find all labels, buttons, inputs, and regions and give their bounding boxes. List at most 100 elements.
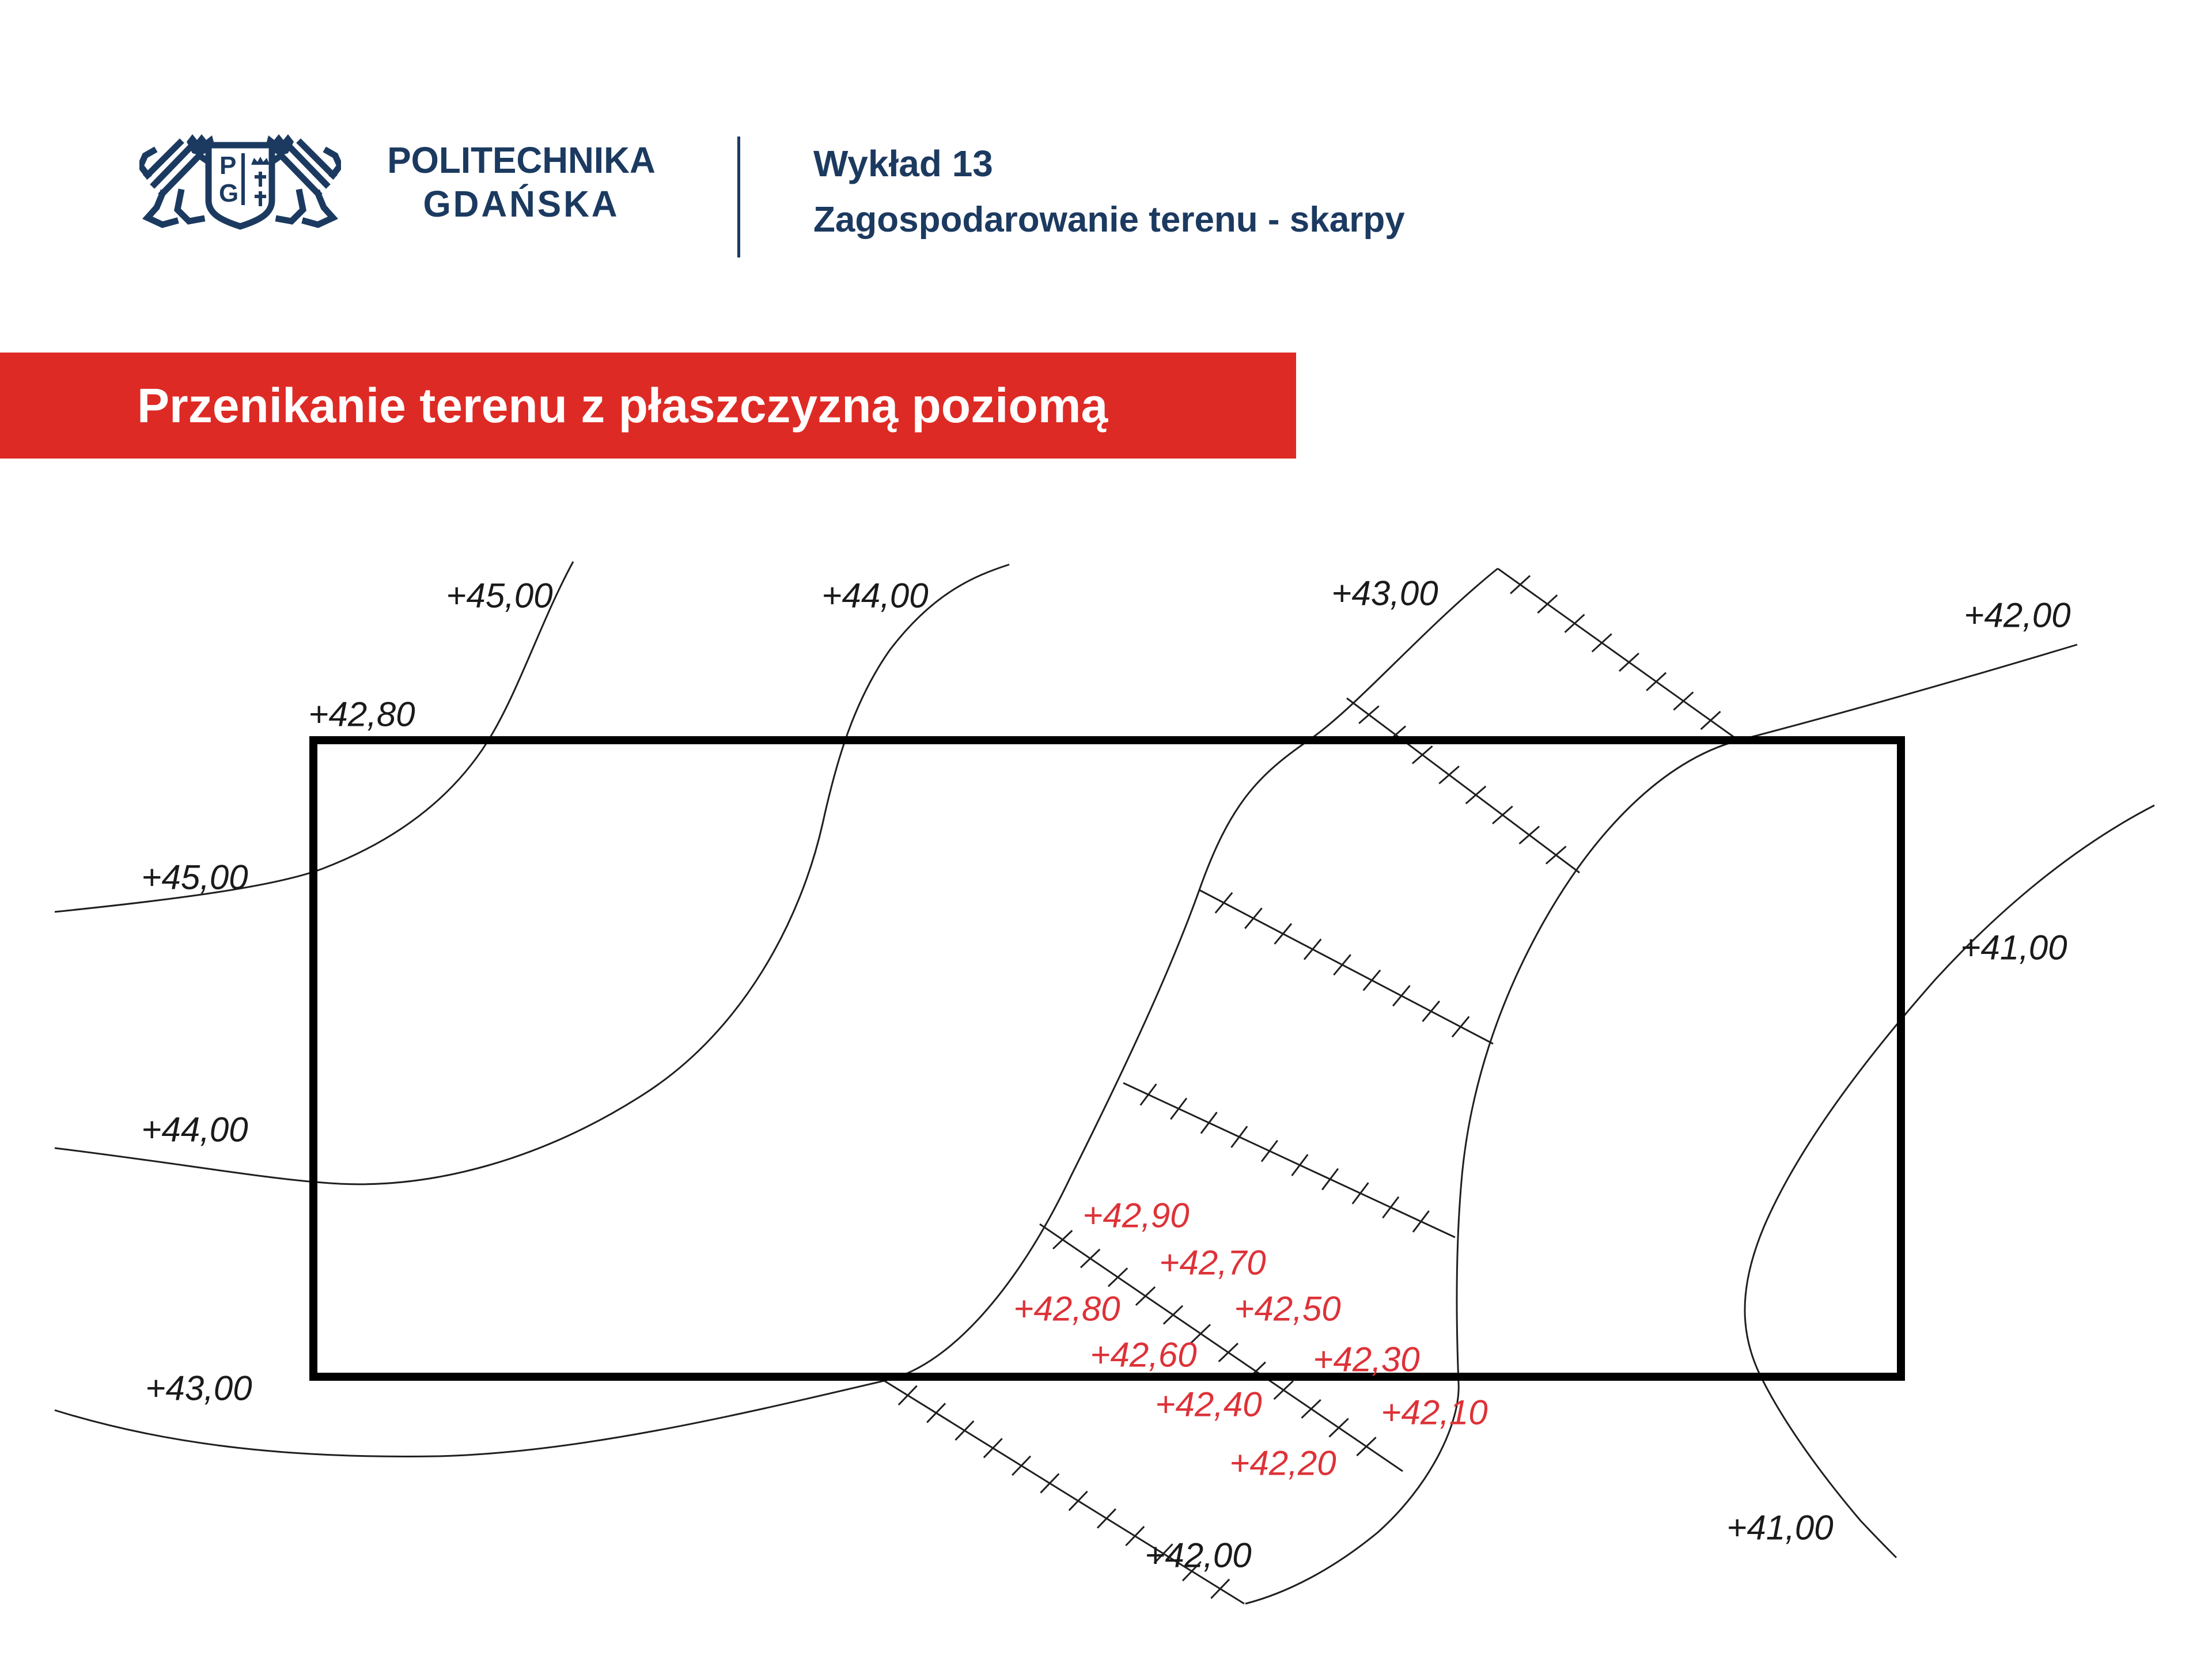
elevation-label-+42,30: +42,30 xyxy=(1313,1340,1419,1379)
lecture-header: Wykład 13 Zagospodarowanie terenu - skar… xyxy=(813,143,1405,241)
slope-tick xyxy=(1200,1111,1218,1134)
university-name: POLITECHNIKA GDAŃSKA xyxy=(369,138,674,226)
slope-tick xyxy=(1545,846,1567,865)
slope-tick xyxy=(1244,907,1263,929)
elevation-label-+42,80: +42,80 xyxy=(308,695,415,734)
slope-tick xyxy=(1181,1560,1202,1582)
slope-tick xyxy=(1230,1126,1248,1148)
slope-tick xyxy=(926,1403,946,1423)
slope-tick xyxy=(1438,765,1460,785)
slope-tick xyxy=(1412,1210,1430,1233)
slope-tick xyxy=(897,1385,918,1406)
lion-tail xyxy=(323,146,341,180)
slope-tick xyxy=(1214,892,1233,914)
slope-tick xyxy=(1080,1248,1101,1268)
slope-tick xyxy=(1510,575,1531,594)
lecture-number: Wykład 13 xyxy=(813,143,993,184)
slope-tick xyxy=(1301,1399,1321,1419)
slope-tick xyxy=(1040,1473,1060,1494)
elevation-label-+42,10: +42,10 xyxy=(1381,1393,1487,1432)
gdansk-cross-icon xyxy=(255,172,266,187)
contour-line-+44,00 xyxy=(54,563,1010,1185)
elevation-label-+44,00: +44,00 xyxy=(141,1111,248,1149)
slope-tick xyxy=(1356,1437,1377,1457)
slope-tick xyxy=(955,1420,975,1441)
elevation-label-+45,00: +45,00 xyxy=(446,577,552,615)
lion-leg xyxy=(142,189,179,228)
elevation-label-+42,00: +42,00 xyxy=(1145,1536,1251,1575)
elevation-label-+44,00: +44,00 xyxy=(821,577,928,615)
elevation-label-+41,00: +41,00 xyxy=(1726,1509,1833,1547)
slope-line-s2 xyxy=(1346,697,1580,874)
pg-monogram-g: G xyxy=(219,179,238,207)
slope-tick xyxy=(1096,1508,1116,1529)
slope-tick xyxy=(1170,1097,1188,1120)
university-name-line1: POLITECHNIKA xyxy=(387,139,656,181)
slope-tick xyxy=(1162,1305,1184,1325)
lion-stripe xyxy=(276,151,323,198)
gdansk-cross-icon xyxy=(255,191,266,206)
slope-tick xyxy=(1291,1154,1309,1176)
pg-logo: P G xyxy=(139,134,341,230)
lion-leg xyxy=(301,189,339,228)
slope-tick xyxy=(1465,785,1487,805)
slope-tick xyxy=(1537,594,1558,614)
elevation-label-+42,00: +42,00 xyxy=(1964,596,2070,635)
lion-stripe xyxy=(150,142,196,189)
elevation-label-+43,00: +43,00 xyxy=(145,1369,252,1408)
university-name-line2: GDAŃSKA xyxy=(423,183,620,225)
slope-tick xyxy=(1411,745,1433,764)
slope-line-s3 xyxy=(1199,889,1494,1045)
elevation-label-+42,90: +42,90 xyxy=(1082,1196,1189,1235)
slope-tick xyxy=(1333,954,1351,976)
pg-shield xyxy=(205,142,275,230)
lion-leg xyxy=(174,188,206,225)
lion-stripe xyxy=(143,138,184,180)
contour-line-+42,00 xyxy=(1245,643,2078,1605)
slope-tick xyxy=(1700,710,1721,730)
slope-tick xyxy=(1328,1418,1349,1438)
slope-tick xyxy=(1646,672,1667,691)
elevation-label-+42,80: +42,80 xyxy=(1013,1290,1120,1328)
slope-tick xyxy=(1218,1342,1238,1362)
lion-stripe xyxy=(296,138,338,180)
elevation-label-+43,00: +43,00 xyxy=(1331,574,1438,613)
slope-line-s6 xyxy=(884,1380,1245,1605)
contour-line-+43,00 xyxy=(54,567,1498,1457)
slope-tick xyxy=(1273,1380,1294,1400)
slope-tick xyxy=(1321,1168,1339,1191)
slope-tick xyxy=(1591,633,1612,653)
slope-tick xyxy=(1052,1230,1073,1249)
slope-tick xyxy=(1618,652,1639,672)
elevation-label-+45,00: +45,00 xyxy=(141,858,248,897)
lion-leg xyxy=(275,188,306,225)
slope-tick xyxy=(1274,923,1293,945)
elevation-label-+42,40: +42,40 xyxy=(1155,1385,1262,1424)
slope-tick xyxy=(1451,1016,1470,1038)
slope-tick xyxy=(1125,1525,1145,1547)
slope-tick xyxy=(1107,1267,1128,1287)
slope-tick xyxy=(1518,825,1540,844)
slope-tick xyxy=(1351,1182,1369,1205)
gdansk-crown-icon xyxy=(251,157,270,165)
slope-tick xyxy=(1673,691,1694,711)
contour-line-+45,00 xyxy=(54,561,574,913)
slope-tick xyxy=(1382,1196,1400,1219)
lion-tail xyxy=(139,146,158,180)
elevation-label-+42,60: +42,60 xyxy=(1090,1336,1196,1374)
slope-tick xyxy=(1303,938,1322,960)
elevation-label-+42,20: +42,20 xyxy=(1229,1444,1336,1483)
slope-tick xyxy=(1068,1490,1088,1512)
slope-tick xyxy=(1153,1543,1173,1564)
slope-tick xyxy=(1012,1455,1032,1476)
elevation-label-+42,70: +42,70 xyxy=(1159,1244,1266,1282)
slope-tick xyxy=(1358,705,1380,725)
slope-tick xyxy=(1139,1083,1157,1106)
slope-tick xyxy=(1190,1324,1211,1344)
slope-line-s5 xyxy=(1039,1223,1403,1472)
slope-tick xyxy=(1492,805,1513,825)
pg-monogram-p: P xyxy=(219,151,236,180)
slope-tick xyxy=(983,1438,1003,1459)
slope-tick xyxy=(1210,1578,1230,1599)
horizontal-plane-rect xyxy=(309,736,1905,1381)
